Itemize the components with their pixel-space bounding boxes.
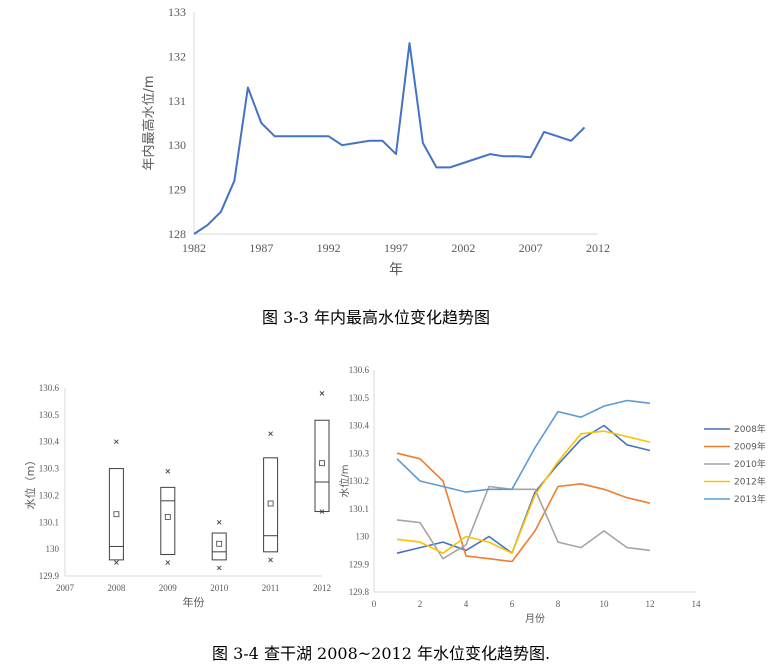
- box-extreme-marker: [165, 560, 171, 565]
- legend-label: 2012年: [734, 476, 766, 488]
- y-axis-title: 年内最高水位/m: [141, 75, 157, 170]
- y-tick-label: 129.8: [349, 587, 370, 597]
- x-tick-label: 2008: [107, 583, 126, 593]
- box-2009: [160, 468, 176, 565]
- y-tick-label: 133: [168, 5, 186, 19]
- series-line-2012年: [396, 430, 651, 554]
- y-axis-title: 水位/m: [338, 464, 351, 497]
- x-axis-title: 年份: [183, 595, 205, 609]
- legend-label: 2010年: [734, 458, 766, 470]
- y-tick-label: 130.5: [349, 393, 370, 403]
- box-2011: [263, 431, 279, 563]
- box-mean-marker: [113, 511, 120, 518]
- x-tick-label: 4: [464, 599, 469, 609]
- x-tick-label: 2002: [451, 241, 475, 255]
- box-extreme-marker: [268, 557, 273, 563]
- box-2008: [108, 439, 124, 565]
- y-tick-label: 130: [46, 544, 60, 554]
- y-tick-label: 130.4: [349, 421, 370, 431]
- box-2010: [211, 519, 227, 571]
- y-tick-label: 129.9: [349, 559, 370, 569]
- series-line-2009年: [396, 452, 651, 563]
- x-axis-title: 月份: [525, 613, 545, 625]
- box-mean-marker: [164, 514, 171, 520]
- x-tick-label: 6: [510, 599, 515, 609]
- box-rect: [211, 532, 227, 561]
- y-tick-label: 130.5: [39, 410, 60, 420]
- box-mean-marker: [319, 460, 325, 467]
- x-tick-label: 12: [646, 599, 655, 609]
- x-tick-label: 0: [372, 599, 377, 609]
- legend-label: 2008年: [734, 423, 766, 435]
- box-mean-marker: [267, 500, 274, 507]
- box-extreme-marker: [319, 509, 325, 514]
- x-tick-label: 2012: [313, 583, 331, 593]
- box-rect: [263, 457, 279, 553]
- legend-label: 2013年: [734, 493, 766, 505]
- box-extreme-marker: [216, 565, 222, 571]
- box-extreme-marker: [165, 468, 171, 474]
- x-tick-label: 8: [556, 599, 561, 609]
- box-extreme-marker: [114, 439, 119, 445]
- box-extreme-marker: [114, 560, 119, 565]
- x-tick-label: 14: [692, 599, 702, 609]
- y-tick-label: 130.6: [349, 365, 370, 375]
- box-2012: [314, 391, 330, 514]
- x-tick-label: 2010: [210, 583, 229, 593]
- x-tick-label: 2012: [586, 241, 610, 255]
- legend-label: 2009年: [734, 441, 766, 453]
- y-tick-label: 130.4: [39, 437, 60, 447]
- x-tick-label: 2007: [519, 241, 543, 255]
- y-tick-label: 130: [356, 532, 370, 542]
- x-tick-label: 2011: [262, 583, 280, 593]
- monthly-water-level-line-chart: 129.8 129.9 130 130.1 130.2 130.3 130.4 130.5 13…: [338, 365, 766, 625]
- series-line-2010年: [396, 485, 651, 560]
- annual-max-water-level-chart: 128 129 130 131 132 133 1982 1987 1992 1997 2002 20…: [141, 5, 610, 278]
- y-tick-label: 130.3: [39, 464, 60, 474]
- y-tick-label: 131: [168, 94, 186, 108]
- y-tick-label: 130.2: [39, 490, 59, 500]
- y-tick-label: 130.6: [39, 383, 60, 393]
- y-tick-label: 129: [168, 183, 186, 197]
- y-tick-label: 132: [168, 49, 186, 63]
- box-rect: [160, 486, 176, 556]
- box-mean-marker: [216, 540, 223, 547]
- y-axis-title: 水位（m）: [23, 455, 37, 510]
- box-rect: [108, 468, 124, 561]
- box-extreme-marker: [268, 431, 273, 436]
- figure-3-3-caption: 图 3-3 年内最高水位变化趋势图: [262, 308, 490, 327]
- box-extreme-marker: [319, 391, 325, 396]
- figure-3-4-caption: 图 3-4 查干湖 2008~2012 年水位变化趋势图.: [212, 644, 551, 663]
- x-tick-label: 1987: [249, 241, 273, 255]
- y-tick-label: 130.2: [349, 476, 369, 486]
- y-tick-label: 128: [168, 227, 186, 241]
- x-tick-label: 1997: [384, 241, 408, 255]
- box-extreme-marker: [216, 519, 222, 525]
- y-tick-label: 130: [168, 138, 186, 152]
- x-tick-label: 2: [418, 599, 423, 609]
- x-tick-label: 2007: [56, 583, 75, 593]
- x-axis-title: 年: [389, 262, 403, 278]
- y-tick-label: 130.1: [349, 504, 369, 514]
- x-tick-label: 1982: [182, 241, 206, 255]
- x-tick-label: 1992: [317, 241, 341, 255]
- max-water-level-series-line: [193, 42, 586, 235]
- x-tick-label: 2009: [159, 583, 178, 593]
- series-line-2013年: [396, 399, 651, 493]
- y-tick-label: 130.3: [349, 448, 370, 458]
- y-tick-label: 130.1: [39, 517, 59, 527]
- y-tick-label: 129.9: [39, 571, 60, 581]
- x-tick-label: 10: [600, 599, 610, 609]
- yearly-water-level-boxplot: 129.9 130 130.1 130.2 130.3 130.4 130.5 130.6 20…: [23, 383, 331, 609]
